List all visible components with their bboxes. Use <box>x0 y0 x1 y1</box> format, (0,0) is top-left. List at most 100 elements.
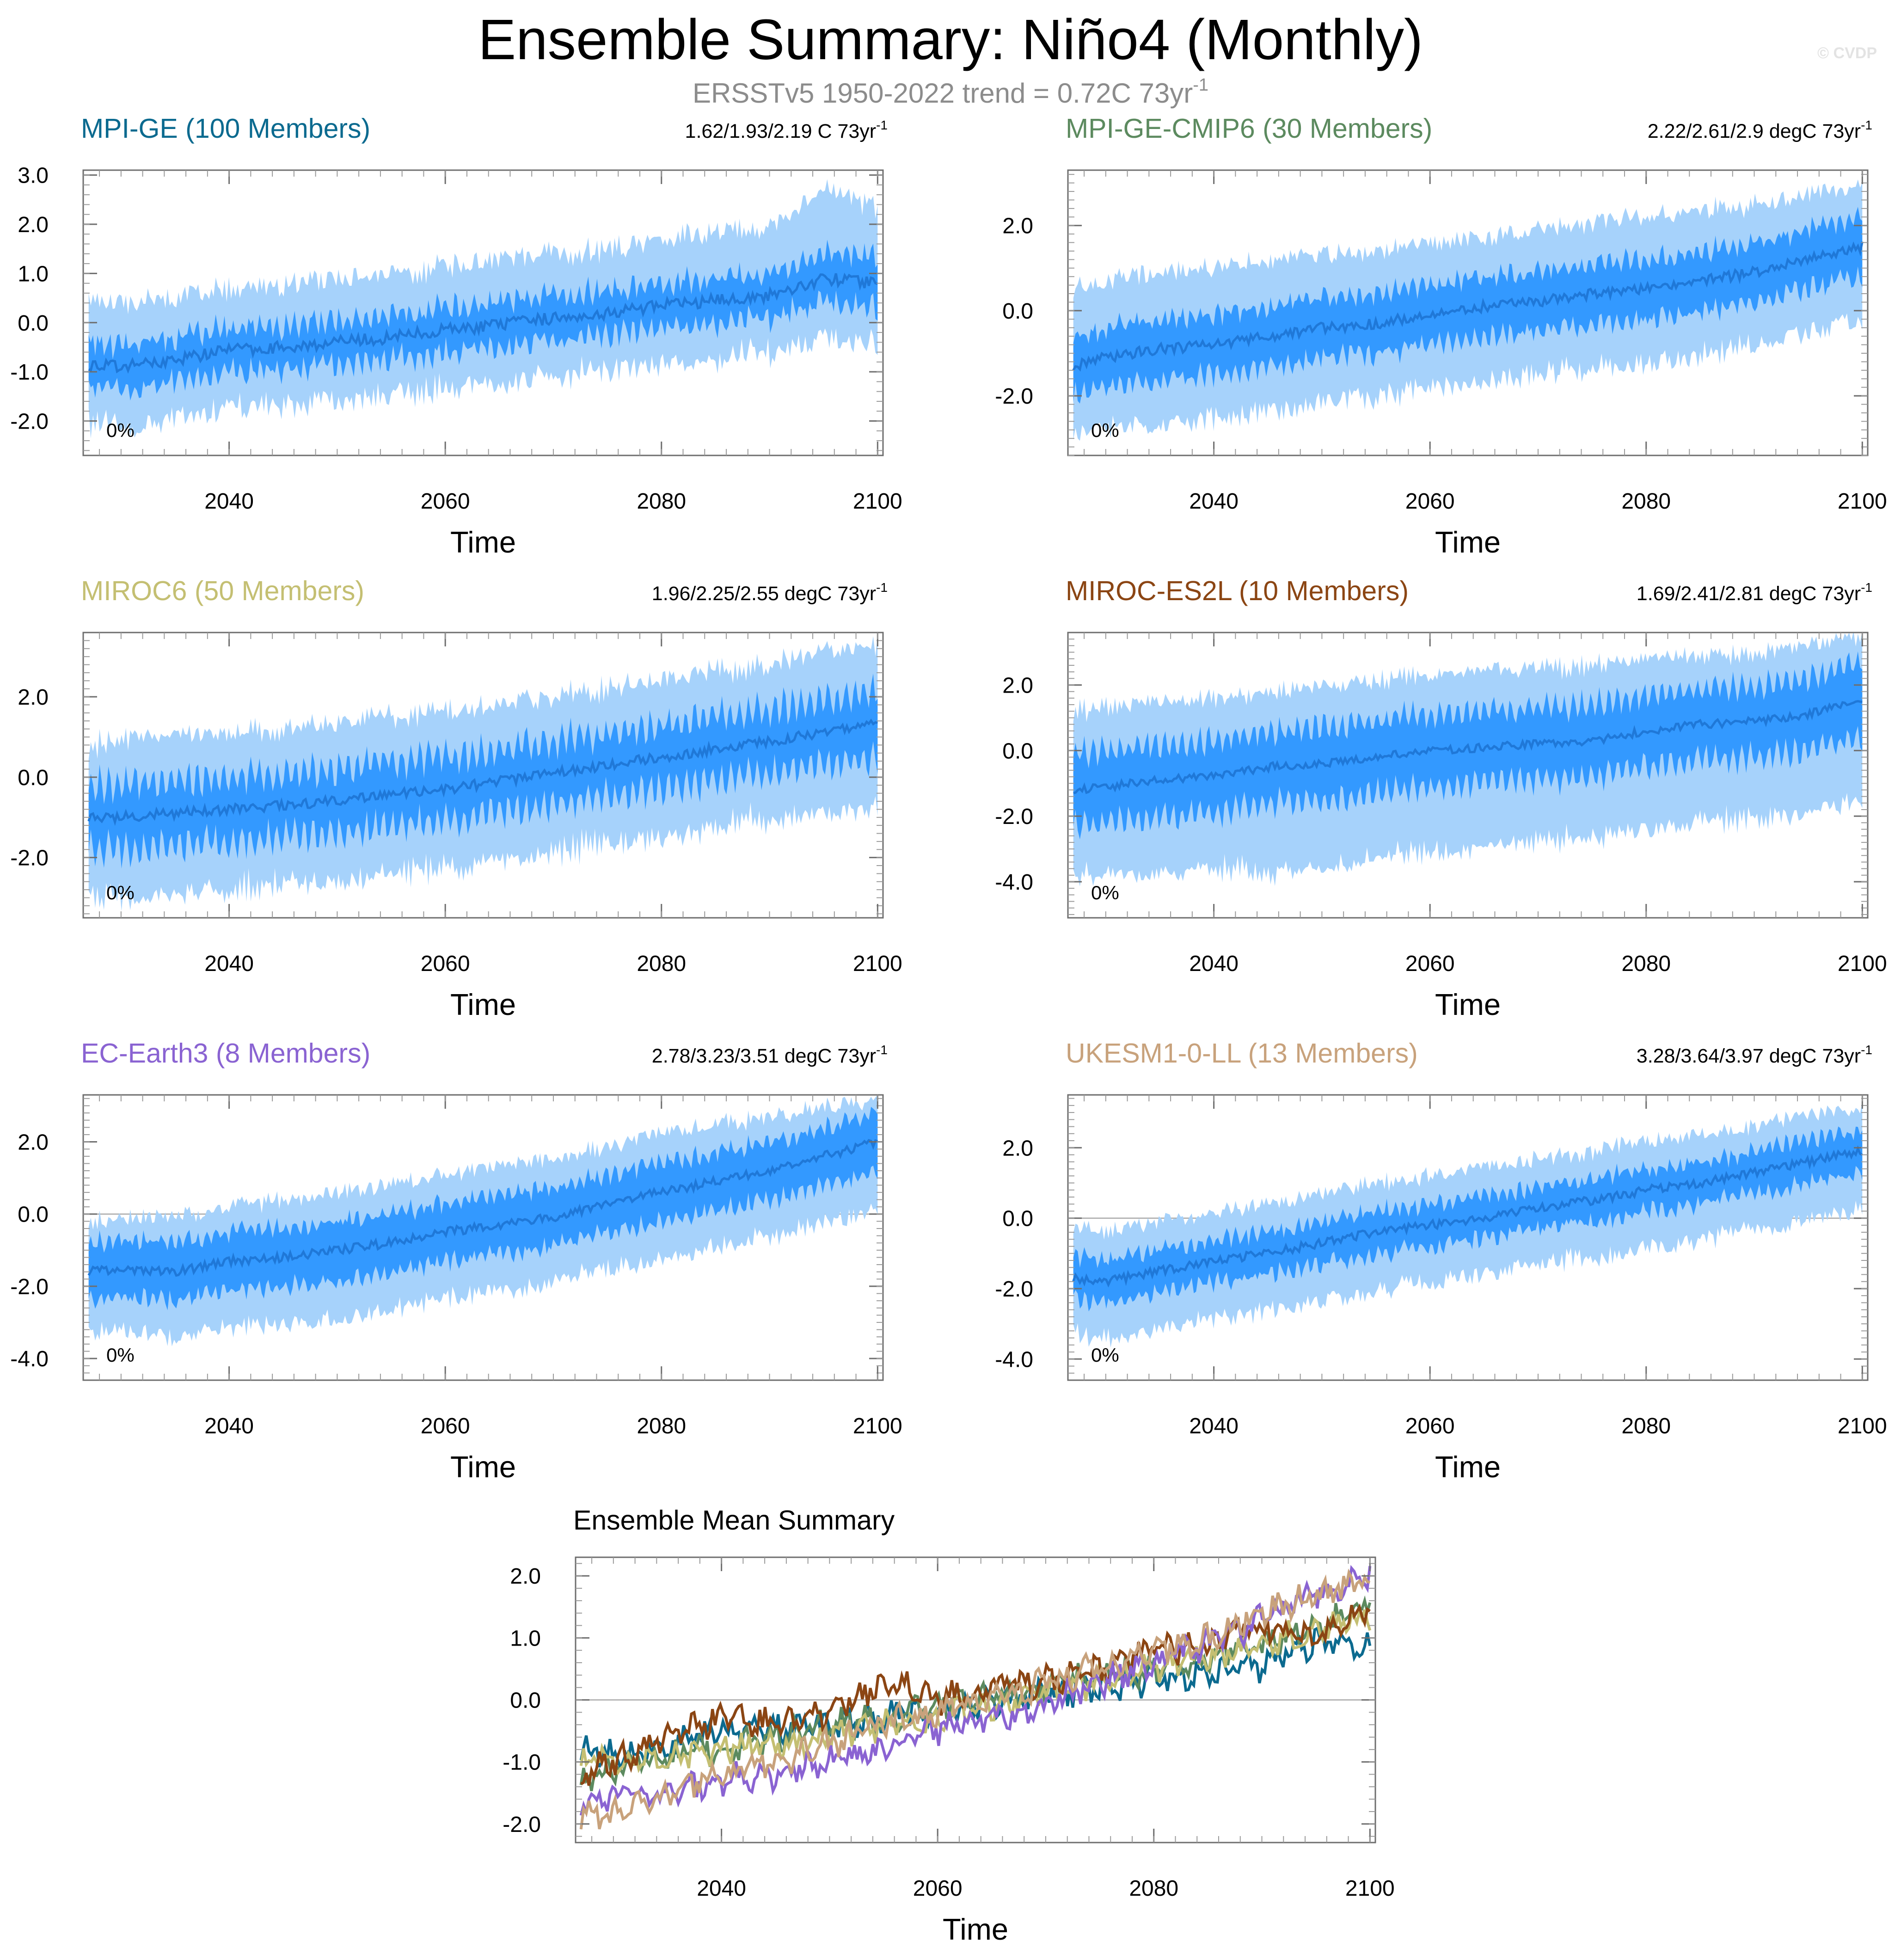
y-tick-label: 1.0 <box>510 1626 541 1651</box>
panel-ensemble-mean: Ensemble Mean Summary 2.0 1.0 0.0 -1.0 -2.0 20… <box>503 1505 1394 1946</box>
trend-text: 3.28/3.64/3.97 degC 73yr <box>1637 1045 1861 1067</box>
panel-title: MIROC-ES2L (10 Members) <box>1066 576 1409 606</box>
panel-mpi-ge-cmip6: MPI-GE-CMIP6 (30 Members) 2.22/2.61/2.9 d… <box>995 113 1887 559</box>
panel-mpi-ge: MPI-GE (100 Members) 1.62/1.93/2.19 C 73y… <box>10 113 902 559</box>
trend-sup: -1 <box>1861 1043 1872 1057</box>
y-tick-label: 0.0 <box>18 311 49 336</box>
x-tick-label: 2040 <box>204 952 254 976</box>
y-tick-label: 1.0 <box>18 262 49 286</box>
panel-title: MIROC6 (50 Members) <box>81 576 364 606</box>
y-tick-label: -2.0 <box>10 1275 49 1299</box>
plot-area <box>576 1565 1375 1830</box>
percent-label: 0% <box>1091 1344 1119 1366</box>
ensemble-mean-line <box>87 719 878 826</box>
ensemble-mean-line <box>1072 241 1864 372</box>
x-tick-label: 2100 <box>853 489 902 514</box>
y-tick-label: 3.0 <box>18 164 49 188</box>
x-axis-label: Time <box>1435 1450 1501 1484</box>
y-tick-label: -4.0 <box>10 1347 49 1371</box>
x-tick-label: 2060 <box>421 489 470 514</box>
x-tick-label: 2040 <box>1189 489 1239 514</box>
y-tick-label: 2.0 <box>18 685 49 710</box>
panels: MPI-GE (100 Members) 1.62/1.93/2.19 C 73y… <box>10 113 1887 1946</box>
percent-label: 0% <box>1091 882 1119 903</box>
y-tick-label: 0.0 <box>1002 739 1033 763</box>
y-tick-label: 0.0 <box>510 1689 541 1713</box>
trend-text: 1.96/2.25/2.55 degC 73yr <box>652 583 876 605</box>
x-tick-label: 2040 <box>697 1876 746 1901</box>
x-tick-label: 2040 <box>204 1414 254 1438</box>
x-tick-label: 2100 <box>1838 952 1887 976</box>
percent-label: 0% <box>106 419 135 441</box>
trend-sup: -1 <box>1861 118 1872 132</box>
x-tick-label: 2100 <box>1345 1876 1395 1901</box>
inner-spread-band <box>88 1106 878 1310</box>
plot-area <box>83 1095 883 1346</box>
y-tick-label: 2.0 <box>1002 1136 1033 1161</box>
y-tick-label: 2.0 <box>1002 673 1033 698</box>
watermark: © CVDP <box>1817 44 1877 62</box>
x-tick-label: 2080 <box>1129 1876 1178 1901</box>
subtitle-text: ERSSTv5 1950-2022 trend = 0.72C 73yr <box>693 78 1193 109</box>
x-tick-label: 2060 <box>421 1414 470 1438</box>
percent-label: 0% <box>106 1344 135 1366</box>
plot-area <box>1068 179 1868 441</box>
y-tick-label: 0.0 <box>1002 299 1033 324</box>
trend-sup: -1 <box>876 580 888 595</box>
plot-frame <box>1067 632 1869 919</box>
series-line-6 <box>579 1568 1371 1830</box>
y-tick-label: -2.0 <box>10 846 49 871</box>
x-tick-label: 2080 <box>637 1414 686 1438</box>
ensemble-mean-line <box>88 272 878 374</box>
trend-label: 2.22/2.61/2.9 degC 73yr-1 <box>1648 118 1872 142</box>
trend-label: 3.28/3.64/3.97 degC 73yr-1 <box>1637 1043 1872 1067</box>
x-tick-label: 2040 <box>204 489 254 514</box>
x-tick-label: 2040 <box>1189 952 1239 976</box>
x-axis-label: Time <box>1435 525 1501 559</box>
inner-spread-band <box>1073 1126 1863 1312</box>
inner-spread-band <box>1073 207 1863 404</box>
subtitle-sup: -1 <box>1193 75 1208 95</box>
x-tick-label: 2060 <box>1405 952 1455 976</box>
trend-sup: -1 <box>1861 580 1872 595</box>
plot-frame <box>1067 1094 1869 1381</box>
x-tick-label: 2080 <box>1621 489 1671 514</box>
y-tick-label: -2.0 <box>995 384 1033 409</box>
y-tick-label: -1.0 <box>10 360 49 385</box>
x-axis-label: Time <box>450 988 516 1021</box>
ensemble-mean-line <box>87 1139 878 1277</box>
inner-spread-band <box>88 673 878 869</box>
series-line-3 <box>579 1607 1372 1776</box>
x-axis-label: Time <box>1435 988 1501 1021</box>
y-tick-label: 2.0 <box>18 213 49 237</box>
x-axis-label: Time <box>450 525 516 559</box>
plot-area <box>1068 633 1868 886</box>
figure-subtitle: ERSSTv5 1950-2022 trend = 0.72C 73yr-1 <box>693 75 1208 109</box>
plot-frame <box>1067 169 1869 456</box>
panel-ec-earth3: EC-Earth3 (8 Members) 2.78/3.23/3.51 degC… <box>10 1038 902 1484</box>
y-tick-label: -4.0 <box>995 1347 1033 1372</box>
y-tick-label: 0.0 <box>1002 1207 1033 1231</box>
y-tick-label: -2.0 <box>503 1813 541 1837</box>
plot-area <box>83 179 883 439</box>
panel-miroc6: MIROC6 (50 Members) 1.96/2.25/2.55 degC 7… <box>10 576 902 1021</box>
trend-text: 2.22/2.61/2.9 degC 73yr <box>1648 120 1861 142</box>
y-tick-label: 2.0 <box>1002 214 1033 239</box>
x-tick-label: 2060 <box>913 1876 963 1901</box>
panel-title: MPI-GE-CMIP6 (30 Members) <box>1066 113 1432 144</box>
panel-miroc-es2l: MIROC-ES2L (10 Members) 1.69/2.41/2.81 de… <box>995 576 1887 1021</box>
trend-sup: -1 <box>876 118 888 132</box>
x-tick-label: 2100 <box>853 952 902 976</box>
y-tick-label: -2.0 <box>995 805 1033 829</box>
panel-title: Ensemble Mean Summary <box>573 1505 895 1536</box>
y-tick-label: -1.0 <box>503 1751 541 1775</box>
plot-area <box>1068 1101 1868 1348</box>
ensemble-mean-line <box>1073 700 1863 794</box>
percent-label: 0% <box>1091 419 1119 441</box>
y-tick-label: -4.0 <box>995 870 1033 895</box>
y-tick-label: -2.0 <box>995 1277 1033 1302</box>
inner-spread-band <box>88 240 878 401</box>
percent-label: 0% <box>106 882 135 903</box>
panel-ukesm1-0-ll: UKESM1-0-LL (13 Members) 3.28/3.64/3.97 d… <box>995 1038 1887 1484</box>
trend-label: 1.62/1.93/2.19 C 73yr-1 <box>685 118 888 142</box>
